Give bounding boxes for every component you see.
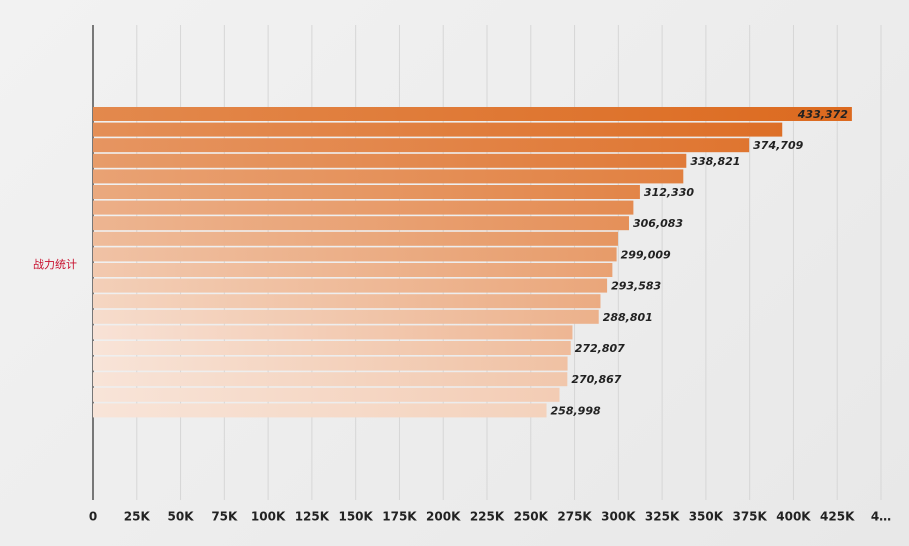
x-tick-label: 425K [820,510,855,524]
value-label: 312,330 [644,186,694,199]
value-label: 272,807 [575,342,625,355]
value-label: 288,801 [603,311,653,324]
x-tick-label: 350K [689,510,724,524]
value-label: 306,083 [633,217,683,230]
bar [93,341,571,355]
bar [93,247,617,262]
bar [93,325,573,340]
x-tick-label: 25K [124,510,151,524]
bar [93,278,608,293]
x-tick-label: 0 [89,510,97,524]
x-tick-label: 100K [251,510,286,524]
x-tick-label: 75K [211,510,238,524]
bar [93,387,560,402]
x-tick-label: 4… [871,510,891,524]
bar [93,294,601,309]
x-tick-label: 400K [776,510,811,524]
x-tick-label: 250K [514,510,549,524]
x-tick-label: 200K [426,510,461,524]
value-label: 374,709 [753,139,803,152]
x-tick-label: 225K [470,510,505,524]
x-tick-label: 275K [557,510,592,524]
value-label: 433,372 [797,108,848,121]
value-label: 270,867 [571,373,621,386]
y-axis-label: 战力统计 [33,258,77,271]
value-label: 258,998 [551,404,601,417]
bar [93,403,547,418]
bar [93,231,618,246]
bar [93,372,568,387]
bar [93,138,750,153]
bar [93,107,852,121]
x-tick-label: 150K [338,510,373,524]
value-label: 293,583 [611,280,661,293]
x-tick-label: 175K [382,510,417,524]
x-tick-label: 300K [601,510,636,524]
bar [93,185,640,199]
x-tick-label: 125K [295,510,330,524]
value-label: 338,821 [690,155,740,168]
bar [93,309,599,324]
value-label: 299,009 [621,248,671,261]
bar [93,153,687,168]
x-tick-label: 325K [645,510,680,524]
bar [93,200,634,215]
bar [93,216,629,231]
bar [93,356,568,371]
bar [93,122,783,137]
x-tick-label: 375K [732,510,767,524]
bar [93,263,613,277]
bar [93,169,684,184]
x-tick-label: 50K [168,510,195,524]
